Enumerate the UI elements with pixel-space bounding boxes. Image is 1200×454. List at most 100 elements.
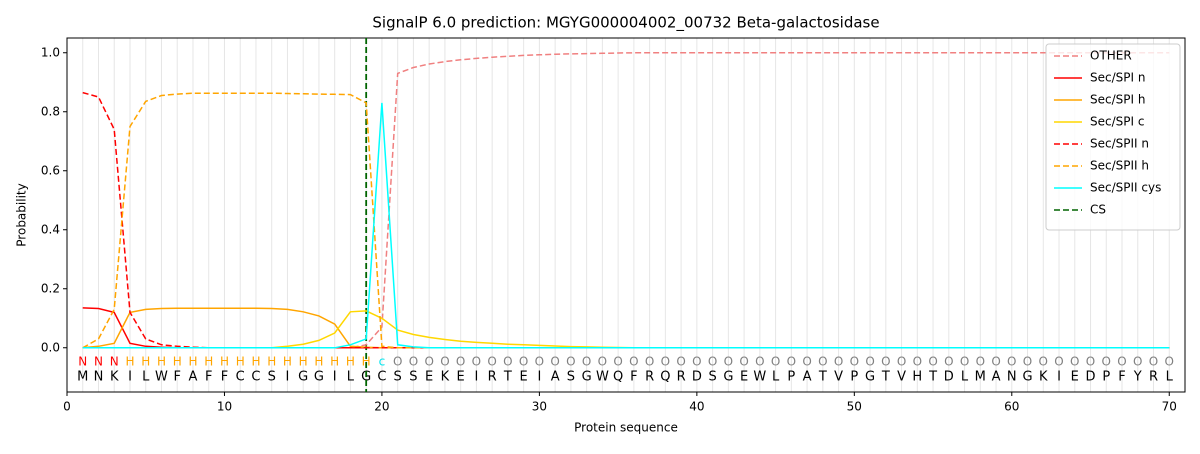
annotation-label: O (1007, 354, 1016, 368)
annotation-label: H (220, 354, 229, 368)
annotation-label: H (141, 354, 150, 368)
legend-label: Sec/SPI c (1090, 115, 1144, 129)
sequence-letter: M (975, 369, 986, 384)
y-tick-label: 0.6 (41, 163, 60, 177)
annotation-label: H (125, 354, 134, 368)
annotation-label: H (188, 354, 197, 368)
sequence-letter: F (221, 369, 228, 384)
annotation-label: O (1117, 354, 1126, 368)
annotation-label: O (1086, 354, 1095, 368)
sequence-letter: R (1149, 369, 1158, 384)
sequence-letter: D (692, 369, 702, 384)
sequence-letter: I (286, 369, 290, 384)
legend-label: CS (1090, 203, 1106, 217)
y-tick-label: 0.2 (41, 281, 60, 295)
legend-label: Sec/SPII n (1090, 137, 1149, 151)
sequence-letter: D (944, 369, 954, 384)
sequence-letter: M (77, 369, 88, 384)
annotation-label: H (204, 354, 213, 368)
sequence-letter: G (865, 369, 875, 384)
sequence-letter: E (520, 369, 528, 384)
annotation-label: O (1054, 354, 1063, 368)
annotation-label: O (960, 354, 969, 368)
sequence-letter: F (1118, 369, 1125, 384)
annotation-label: O (802, 354, 811, 368)
annotation-label: H (251, 354, 260, 368)
x-tick-label: 70 (1162, 400, 1177, 414)
sequence-letter: F (205, 369, 212, 384)
annotation-label: O (661, 354, 670, 368)
legend-label: Sec/SPII h (1090, 159, 1149, 173)
annotation-label: N (78, 354, 87, 368)
annotation-label: O (976, 354, 985, 368)
sequence-letter: Q (660, 369, 670, 384)
sequence-letter: S (268, 369, 276, 384)
x-axis-label: Protein sequence (574, 421, 678, 435)
annotation-label: O (1023, 354, 1032, 368)
sequence-letter: P (787, 369, 795, 384)
annotation-label: O (424, 354, 433, 368)
series-line (82, 102, 1170, 349)
annotation-label: O (913, 354, 922, 368)
sequence-letter: R (677, 369, 686, 384)
sequence-letter: W (596, 369, 609, 384)
sequence-letter: L (142, 369, 150, 384)
legend-label: OTHER (1090, 49, 1132, 63)
sequence-letter: V (897, 369, 906, 384)
chart-title: SignalP 6.0 prediction: MGYG000004002_00… (372, 14, 879, 33)
annotation-label: H (314, 354, 323, 368)
sequence-letter: T (928, 369, 937, 384)
annotation-label: O (535, 354, 544, 368)
sequence-letter: P (1102, 369, 1110, 384)
annotation-label: O (881, 354, 890, 368)
y-tick-label: 0.8 (41, 104, 60, 118)
annotation-label: O (771, 354, 780, 368)
sequence-letter: A (803, 369, 812, 384)
sequence-letter: P (850, 369, 858, 384)
sequence-letter: W (155, 369, 168, 384)
sequence-letter: K (1039, 369, 1048, 384)
annotation-label: O (692, 354, 701, 368)
annotation-label: H (283, 354, 292, 368)
annotation-label: O (487, 354, 496, 368)
y-tick-label: 0.4 (41, 222, 60, 236)
sequence-letter: T (818, 369, 827, 384)
sequence-letter: S (567, 369, 575, 384)
annotation-label: O (1102, 354, 1111, 368)
annotation-label: H (236, 354, 245, 368)
annotation-label: O (456, 354, 465, 368)
sequence-letter: Y (1133, 369, 1142, 384)
annotation-label: O (991, 354, 1000, 368)
annotation-label: O (1149, 354, 1158, 368)
annotation-label: H (362, 354, 371, 368)
x-tick-label: 0 (63, 400, 71, 414)
x-tick-label: 50 (847, 400, 862, 414)
sequence-letter: G (1022, 369, 1032, 384)
annotation-label: O (645, 354, 654, 368)
sequence-letter: G (723, 369, 733, 384)
annotation-label: O (409, 354, 418, 368)
annotation-label: O (519, 354, 528, 368)
annotation-label: O (1039, 354, 1048, 368)
annotation-label: O (613, 354, 622, 368)
annotation-label: O (818, 354, 827, 368)
sequence-letter: E (1071, 369, 1079, 384)
y-tick-label: 1.0 (41, 45, 60, 59)
sequence-letter: R (645, 369, 654, 384)
sequence-letter: Q (613, 369, 623, 384)
sequence-letter: I (128, 369, 132, 384)
x-tick-label: 40 (689, 400, 704, 414)
sequence-letter: E (740, 369, 748, 384)
annotation-label: O (550, 354, 559, 368)
sequence-letter: A (189, 369, 198, 384)
sequence-letter: G (298, 369, 308, 384)
sequence-letter: E (457, 369, 465, 384)
annotation-label: O (598, 354, 607, 368)
annotation-label: H (173, 354, 182, 368)
sequence-letter: F (173, 369, 180, 384)
annotation-label: O (755, 354, 764, 368)
annotation-label: O (708, 354, 717, 368)
annotation-label: O (566, 354, 575, 368)
